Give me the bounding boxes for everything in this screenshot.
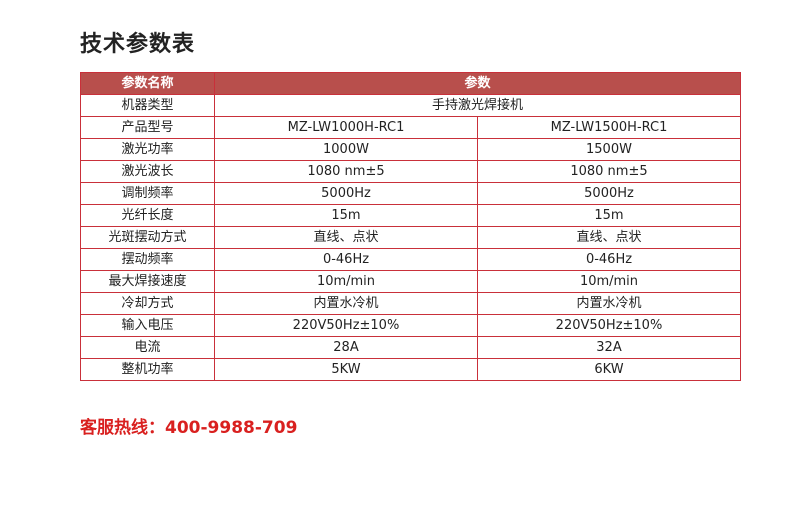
row-label: 冷却方式 [80,292,215,315]
row-value: MZ-LW1000H-RC1 [214,116,478,139]
row-value: 内置水冷机 [477,292,741,315]
row-value: 手持激光焊接机 [214,94,741,117]
row-value: 5000Hz [477,182,741,205]
row-value: 15m [214,204,478,227]
table-row: 产品型号 MZ-LW1000H-RC1 MZ-LW1500H-RC1 [80,116,741,139]
table-row: 调制频率 5000Hz 5000Hz [80,182,741,205]
row-value: 10m/min [477,270,741,293]
row-label: 摆动频率 [80,248,215,271]
page-title: 技术参数表 [80,32,196,57]
table-row: 电流 28A 32A [80,336,741,359]
row-label: 光纤长度 [80,204,215,227]
spec-table: 参数名称 参数 机器类型 手持激光焊接机 产品型号 MZ-LW1000H-RC1 M… [80,72,741,381]
row-label: 激光功率 [80,138,215,161]
row-value: MZ-LW1500H-RC1 [477,116,741,139]
table-row: 最大焊接速度 10m/min 10m/min [80,270,741,293]
row-value: 1080 nm±5 [214,160,478,183]
row-label: 产品型号 [80,116,215,139]
row-label: 激光波长 [80,160,215,183]
table-row: 光纤长度 15m 15m [80,204,741,227]
row-value: 0-46Hz [477,248,741,271]
row-value: 5KW [214,358,478,381]
row-label: 输入电压 [80,314,215,337]
row-label: 整机功率 [80,358,215,381]
table-row: 冷却方式 内置水冷机 内置水冷机 [80,292,741,315]
row-value: 1000W [214,138,478,161]
table-row: 机器类型 手持激光焊接机 [80,94,741,117]
row-value: 直线、点状 [477,226,741,249]
table-row: 摆动频率 0-46Hz 0-46Hz [80,248,741,271]
row-value: 32A [477,336,741,359]
row-label: 调制频率 [80,182,215,205]
header-param-name: 参数名称 [80,72,215,95]
table-row: 激光功率 1000W 1500W [80,138,741,161]
row-value: 220V50Hz±10% [477,314,741,337]
row-label: 机器类型 [80,94,215,117]
row-value: 220V50Hz±10% [214,314,478,337]
row-value: 6KW [477,358,741,381]
header-param: 参数 [214,72,741,95]
table-row: 输入电压 220V50Hz±10% 220V50Hz±10% [80,314,741,337]
row-label: 电流 [80,336,215,359]
row-value: 内置水冷机 [214,292,478,315]
row-label: 光斑摆动方式 [80,226,215,249]
table-row: 激光波长 1080 nm±5 1080 nm±5 [80,160,741,183]
row-value: 10m/min [214,270,478,293]
row-value: 15m [477,204,741,227]
table-row: 整机功率 5KW 6KW [80,358,741,381]
hotline-text: 客服热线：400-9988-709 [80,418,298,438]
row-value: 28A [214,336,478,359]
row-value: 1080 nm±5 [477,160,741,183]
row-value: 1500W [477,138,741,161]
row-value: 直线、点状 [214,226,478,249]
table-row: 光斑摆动方式 直线、点状 直线、点状 [80,226,741,249]
table-header-row: 参数名称 参数 [80,72,741,95]
row-value: 5000Hz [214,182,478,205]
row-label: 最大焊接速度 [80,270,215,293]
row-value: 0-46Hz [214,248,478,271]
